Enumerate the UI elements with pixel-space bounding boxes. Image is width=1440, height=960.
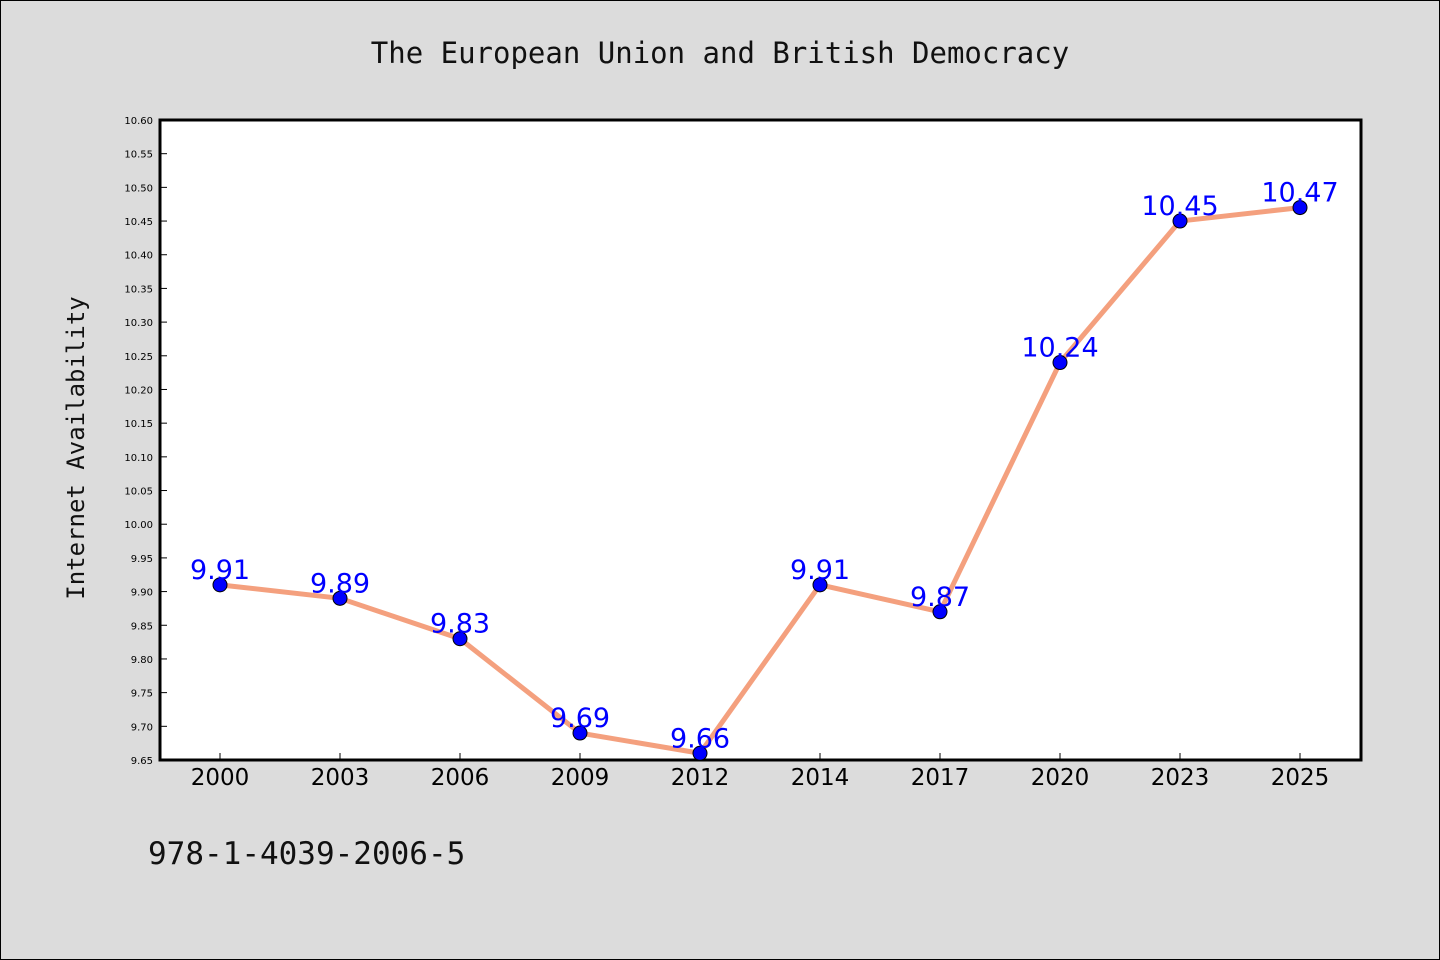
x-tick-label: 2009 [551,765,610,791]
series-line [217,205,1303,756]
y-tick-label: 9.80 [131,655,153,666]
x-tick-label: 2000 [191,765,250,791]
data-point [812,577,828,593]
data-point [1292,200,1308,216]
data-label: 10.45 [1141,191,1218,222]
y-tick-label: 9.65 [131,756,153,767]
y-tick-label: 9.90 [131,588,153,599]
y-tick-label: 10.00 [124,520,153,531]
y-tick-label: 10.55 [124,150,153,161]
data-point [1172,213,1188,229]
data-label: 10.24 [1021,333,1098,364]
data-label: 9.69 [550,703,610,734]
x-tick-label: 2023 [1151,765,1210,791]
x-tick-label: 2025 [1271,765,1330,791]
y-tick-label: 10.25 [124,352,153,363]
y-tick-label: 10.50 [124,183,153,194]
y-tick-label: 9.95 [131,554,153,565]
data-point [572,725,588,741]
y-tick-label: 10.20 [124,385,153,396]
y-tick-label: 10.05 [124,487,153,498]
data-point [932,604,948,620]
y-axis-label: Internet Availability [62,296,90,599]
y-tick-label: 10.35 [124,284,153,295]
isbn-footer: 978-1-4039-2006-5 [148,836,465,872]
data-labels: 9.91 9.89 9.83 9.69 9.66 9.91 9.87 10.24 10.45 10… [190,178,1339,755]
y-tick-label: 10.40 [124,251,153,262]
y-tick-label: 10.10 [124,453,153,464]
y-tick-label: 9.70 [131,722,153,733]
y-tick-label: 10.15 [124,419,153,430]
series-line-group [217,205,1303,756]
data-point [692,745,708,761]
x-tick-label: 2012 [671,765,730,791]
data-label: 9.66 [670,723,730,754]
data-label: 9.91 [190,555,250,586]
x-tick-label: 2014 [791,765,850,791]
y-tick-label: 10.30 [124,318,153,329]
data-label: 10.47 [1261,178,1338,209]
y-tick-label: 10.60 [124,116,153,127]
data-point [332,590,348,606]
data-point [1052,355,1068,371]
x-tick-label: 2006 [431,765,490,791]
y-axis-ticks: 9.65 9.70 9.75 9.80 9.85 9.90 9.95 10.00 10.05 10… [124,116,167,767]
y-tick-label: 9.75 [131,689,153,700]
x-tick-label: 2003 [311,765,370,791]
x-tick-label: 2017 [911,765,970,791]
chart-title: The European Union and British Democracy [371,36,1069,70]
data-label: 9.91 [790,555,850,586]
data-label: 9.83 [430,609,490,640]
y-tick-label: 9.85 [131,621,153,632]
data-point [452,631,468,647]
x-tick-label: 2020 [1031,765,1090,791]
data-label: 9.89 [310,568,370,599]
data-point [212,577,228,593]
y-tick-label: 10.45 [124,217,153,228]
data-label: 9.87 [910,582,970,613]
plot-area [158,118,1363,762]
x-axis-ticks: 2000 2003 2006 2009 2012 2014 2017 2020 2023 2025 [191,753,1330,791]
data-point-markers [212,200,1308,761]
